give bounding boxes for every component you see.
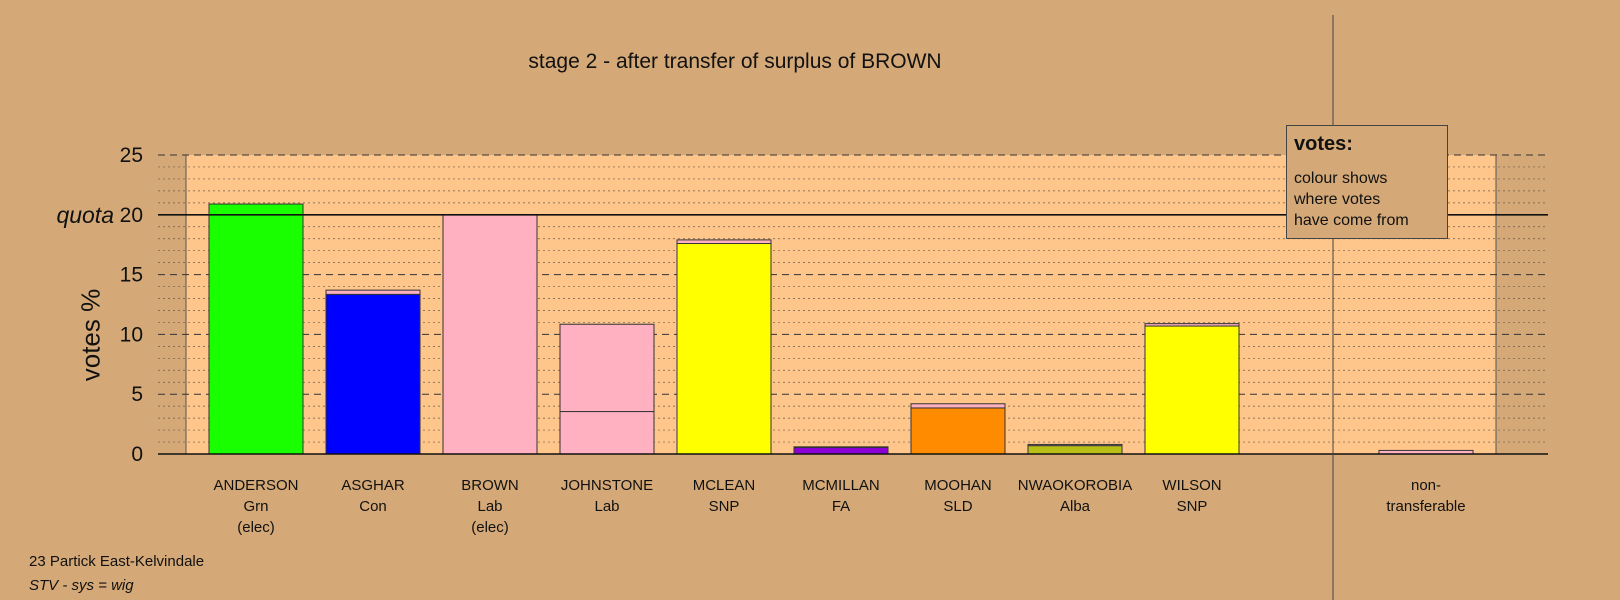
quota-label: quota: [56, 202, 114, 228]
bar-segment: [793, 446, 889, 455]
bar-segment: [325, 289, 421, 295]
y-axis-label: votes %: [75, 288, 106, 382]
category-label-line: Grn: [243, 498, 269, 515]
nontransferable-label-line: transferable: [1386, 498, 1466, 515]
bar-segment: [910, 407, 1006, 455]
category-label: BROWN Lab (elec): [425, 475, 555, 538]
bar-segment: [676, 243, 772, 455]
category-label-line: ANDERSON: [213, 477, 299, 494]
category-label-line: Lab: [594, 498, 620, 515]
category-label-line: MCLEAN: [692, 477, 756, 494]
category-label-line: SNP: [1176, 498, 1208, 515]
y-tick-label: 10: [120, 323, 143, 346]
nontransferable-label: non-transferable: [1361, 475, 1491, 517]
y-tick-label: 5: [131, 383, 143, 406]
y-tick-label: 25: [120, 144, 143, 167]
system-label: STV - sys = wig: [29, 577, 134, 594]
legend: votes: colour shows where votes have com…: [1286, 125, 1448, 239]
category-label: MCMILLAN FA: [776, 475, 906, 517]
category-label: ANDERSON Grn (elec): [191, 475, 321, 538]
category-label-line: NWAOKOROBIA: [1017, 477, 1133, 494]
bar-segment: [559, 411, 655, 455]
category-label-line: Con: [359, 498, 387, 515]
bar-segment: [325, 293, 421, 455]
y-tick-label: 20: [120, 204, 143, 227]
bar-segment: [910, 403, 1006, 409]
category-label-line: Lab: [477, 498, 503, 515]
category-label-line: ASGHAR: [341, 477, 405, 494]
category-label-line: WILSON: [1162, 477, 1222, 494]
category-label: MOOHAN SLD: [893, 475, 1023, 517]
category-label-line: MCMILLAN: [802, 477, 880, 494]
nontransferable-label-line: non-: [1410, 477, 1442, 494]
category-label: JOHNSTONE Lab: [542, 475, 672, 517]
category-label-line: BROWN: [461, 477, 519, 494]
legend-heading: votes:: [1294, 133, 1353, 155]
category-label-line: (elec): [237, 519, 275, 536]
bar-segment: [1027, 445, 1123, 455]
category-label-line: (elec): [471, 519, 509, 536]
bar-segment: [208, 203, 304, 455]
bar-segment: [793, 446, 889, 448]
bar-segment: [442, 214, 538, 455]
bar-segment: [559, 323, 655, 413]
bar-segment: [1144, 325, 1240, 455]
legend-text: colour shows where votes have come from: [1294, 170, 1409, 229]
category-label: MCLEAN SNP: [659, 475, 789, 517]
y-tick-label: 15: [120, 264, 143, 287]
category-label: WILSON SNP: [1127, 475, 1257, 517]
category-label-line: SLD: [943, 498, 973, 515]
category-label-line: FA: [831, 498, 851, 515]
bar-segment: [676, 239, 772, 245]
chart-title: stage 2 - after transfer of surplus of B…: [528, 50, 942, 73]
category-label: NWAOKOROBIA Alba: [1010, 475, 1140, 517]
category-label-line: SNP: [708, 498, 740, 515]
category-label: ASGHAR Con: [308, 475, 438, 517]
category-label-line: Alba: [1059, 498, 1091, 515]
bar-segment: [1144, 323, 1240, 327]
bar-segment: [1027, 443, 1123, 447]
y-tick-label: 0: [131, 443, 143, 466]
category-label-line: JOHNSTONE: [560, 477, 654, 494]
category-label-line: MOOHAN: [924, 477, 992, 494]
ward-label: 23 Partick East-Kelvindale: [29, 553, 205, 570]
